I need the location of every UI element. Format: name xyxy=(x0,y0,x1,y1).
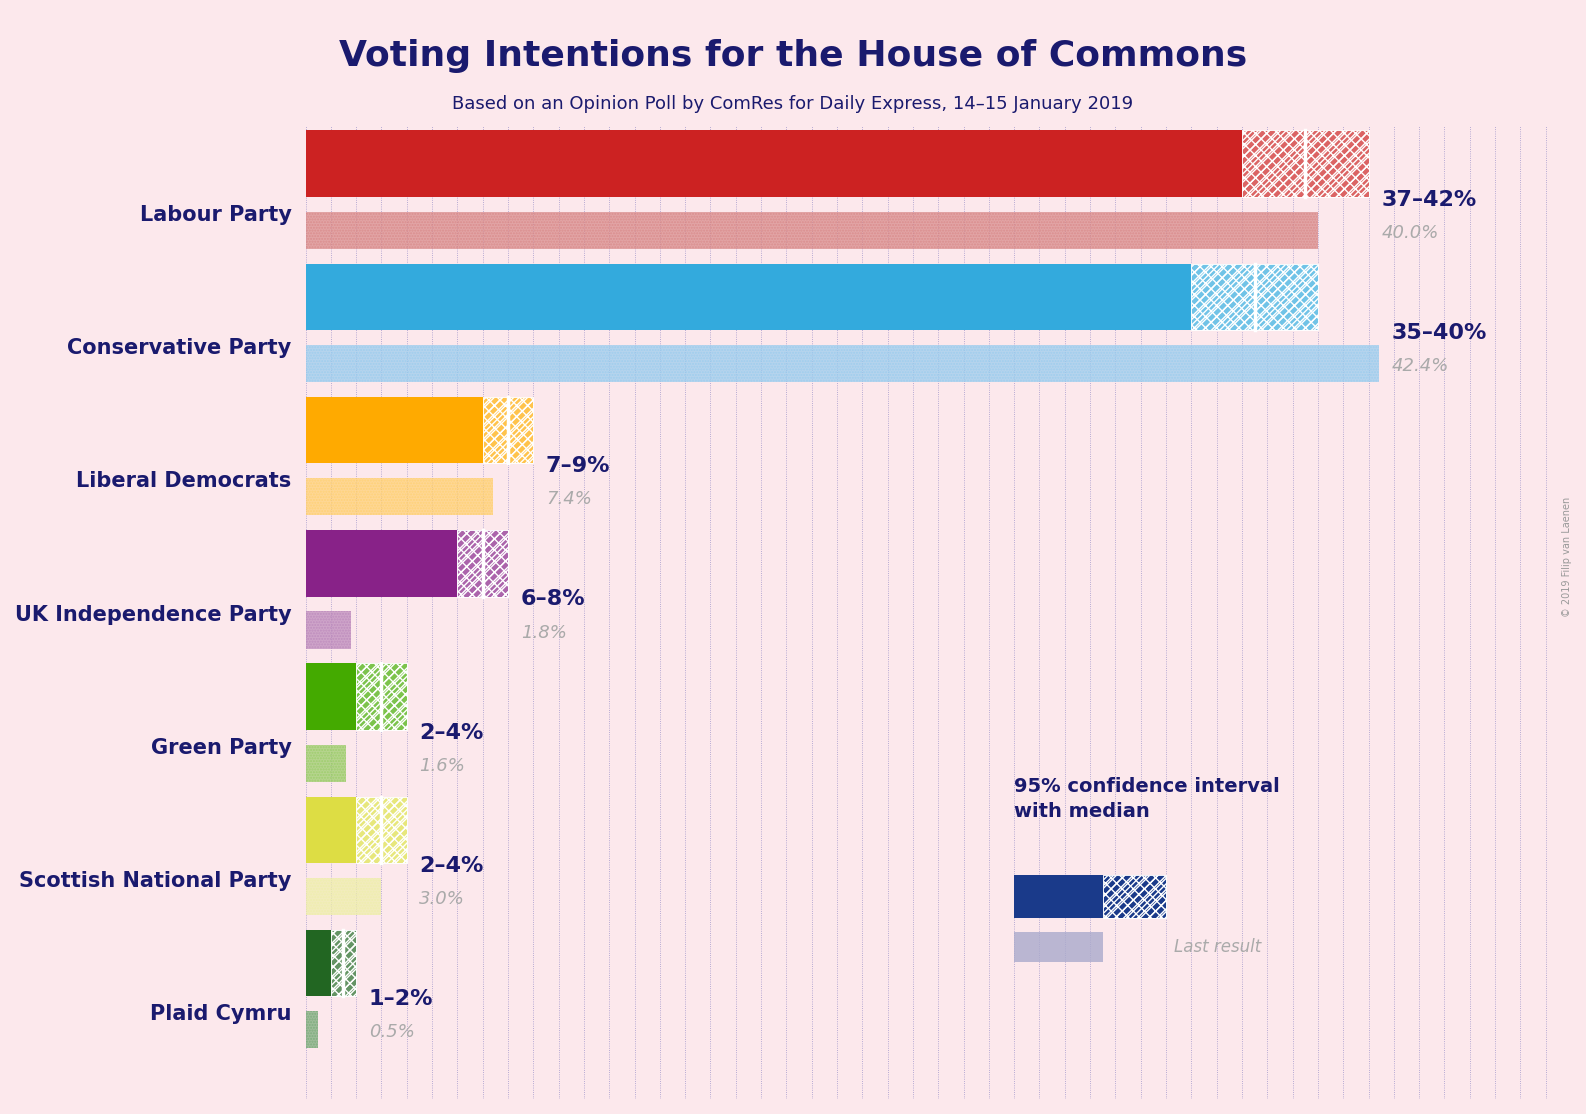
Text: Voting Intentions for the House of Commons: Voting Intentions for the House of Commo… xyxy=(339,39,1247,74)
Bar xyxy=(1242,130,1369,197)
Bar xyxy=(306,612,351,648)
Bar xyxy=(306,797,357,863)
Text: 40.0%: 40.0% xyxy=(1381,224,1439,242)
Bar xyxy=(482,397,533,463)
Bar xyxy=(357,663,406,730)
Text: 7.4%: 7.4% xyxy=(546,490,592,508)
Bar xyxy=(1242,130,1369,197)
Bar xyxy=(482,397,533,463)
Bar xyxy=(1013,932,1102,961)
Text: Last result: Last result xyxy=(1174,938,1261,956)
Bar xyxy=(331,930,357,996)
Bar xyxy=(357,663,406,730)
Bar xyxy=(306,345,1378,382)
Bar xyxy=(1191,264,1318,330)
Bar xyxy=(357,797,406,863)
Text: 37–42%: 37–42% xyxy=(1381,189,1477,209)
Bar xyxy=(457,530,508,597)
Bar xyxy=(457,530,508,597)
Text: 95% confidence interval
with median: 95% confidence interval with median xyxy=(1013,778,1280,821)
Bar xyxy=(331,930,357,996)
Bar xyxy=(306,478,493,516)
Bar xyxy=(306,744,346,782)
Text: 2–4%: 2–4% xyxy=(419,856,484,876)
Bar xyxy=(457,530,508,597)
Bar xyxy=(1102,876,1166,918)
Text: 35–40%: 35–40% xyxy=(1391,323,1486,343)
Bar xyxy=(306,744,346,782)
Text: 6–8%: 6–8% xyxy=(520,589,585,609)
Bar xyxy=(306,878,382,915)
Bar xyxy=(1102,876,1166,918)
Bar xyxy=(306,1012,319,1048)
Bar xyxy=(357,797,406,863)
Bar xyxy=(482,397,533,463)
Bar xyxy=(331,930,357,996)
Bar xyxy=(1102,876,1166,918)
Text: 3.0%: 3.0% xyxy=(419,890,465,908)
Bar xyxy=(457,530,508,597)
Bar xyxy=(306,397,482,463)
Bar xyxy=(306,264,1191,330)
Bar xyxy=(357,663,406,730)
Bar xyxy=(306,1012,319,1048)
Bar xyxy=(482,397,533,463)
Bar xyxy=(306,345,1378,382)
Bar xyxy=(306,478,493,516)
Text: 1–2%: 1–2% xyxy=(370,989,433,1009)
Bar xyxy=(306,130,1242,197)
Text: 2–4%: 2–4% xyxy=(419,723,484,743)
Bar xyxy=(357,797,406,863)
Bar xyxy=(306,878,382,915)
Bar xyxy=(331,930,357,996)
Text: 1.6%: 1.6% xyxy=(419,756,465,775)
Bar xyxy=(306,930,331,996)
Bar xyxy=(1191,264,1318,330)
Bar xyxy=(1013,876,1102,918)
Text: 7–9%: 7–9% xyxy=(546,456,611,476)
Bar xyxy=(306,530,457,597)
Text: 42.4%: 42.4% xyxy=(1391,358,1448,375)
Bar xyxy=(1191,264,1318,330)
Text: 0.5%: 0.5% xyxy=(370,1024,414,1042)
Bar xyxy=(357,797,406,863)
Bar xyxy=(306,612,351,648)
Bar xyxy=(1242,130,1369,197)
Text: 1.8%: 1.8% xyxy=(520,624,566,642)
Bar xyxy=(1191,264,1318,330)
Bar xyxy=(1242,130,1369,197)
Bar xyxy=(306,212,1318,248)
Bar xyxy=(357,663,406,730)
Bar xyxy=(306,663,357,730)
Text: Based on an Opinion Poll by ComRes for Daily Express, 14–15 January 2019: Based on an Opinion Poll by ComRes for D… xyxy=(452,95,1134,113)
Bar xyxy=(306,212,1318,248)
Text: © 2019 Filip van Laenen: © 2019 Filip van Laenen xyxy=(1562,497,1572,617)
